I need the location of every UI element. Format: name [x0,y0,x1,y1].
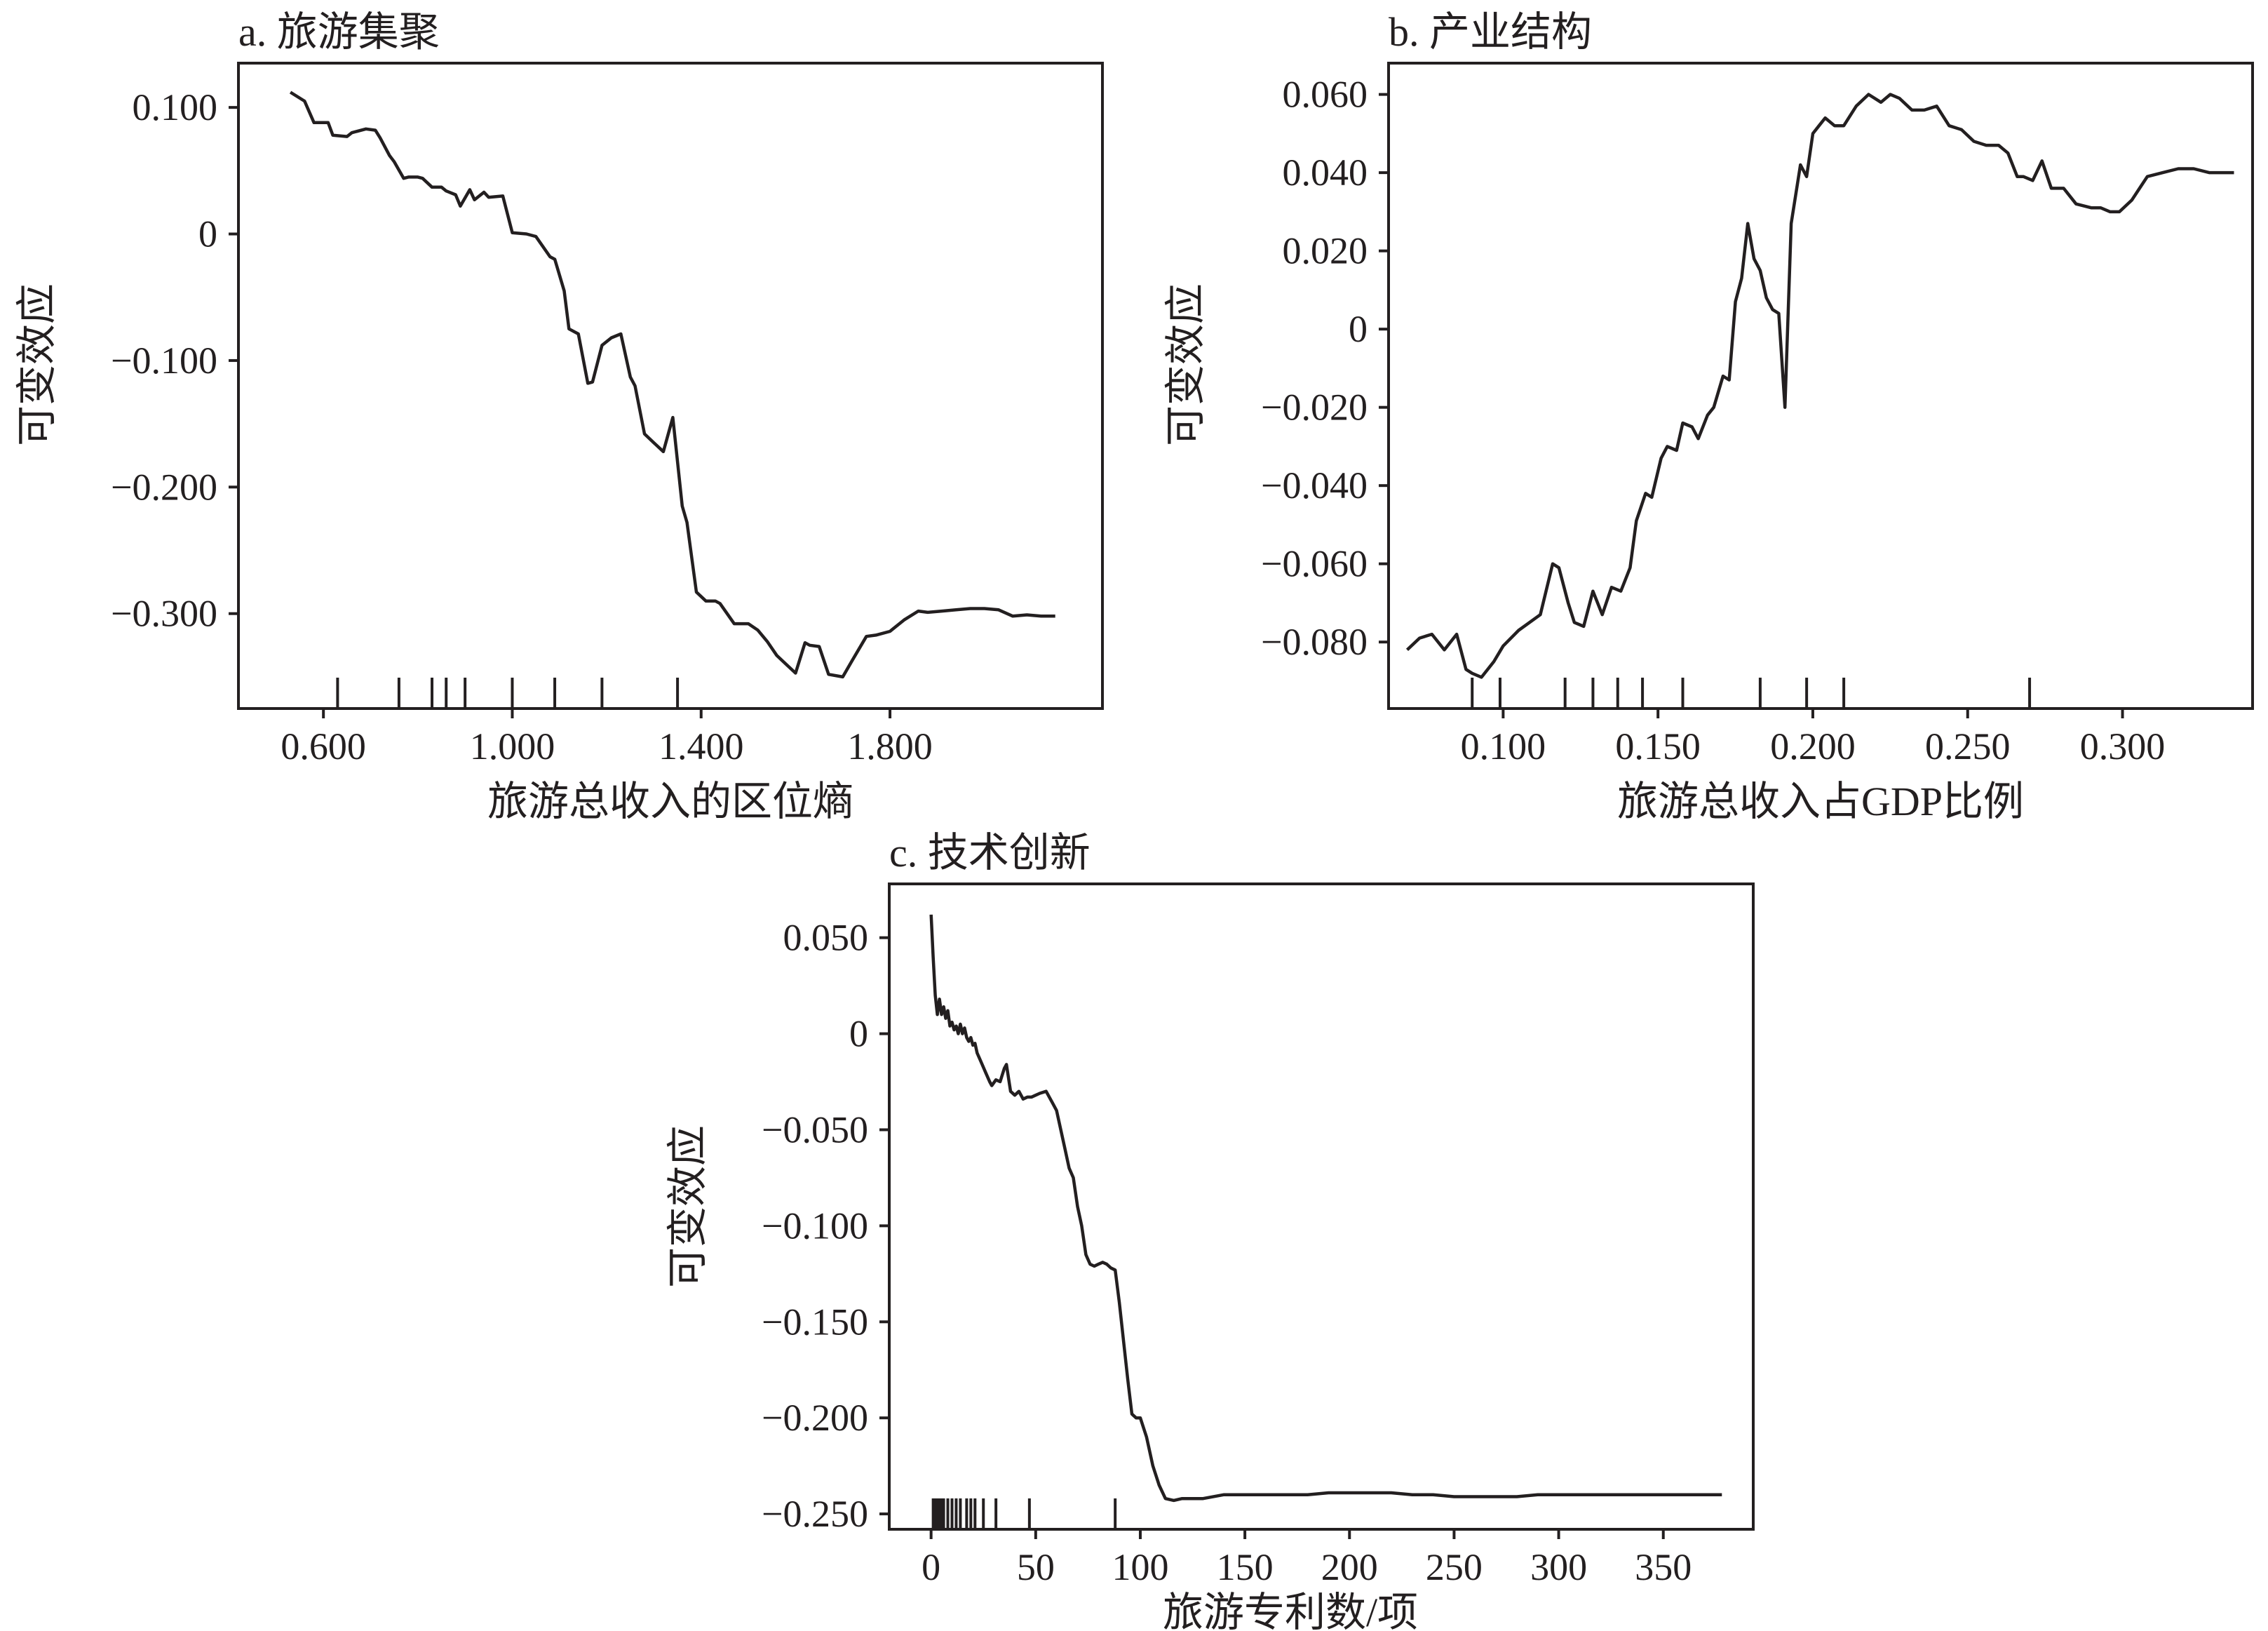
panel-a-series-line [289,90,1055,679]
panel-b-y-tick-label: −0.080 [1261,621,1368,663]
panel-a-x-tick-label: 1.000 [470,725,555,767]
panel-b-rug [1471,678,2032,709]
panel-a-y-tick-label: −0.200 [111,466,217,508]
panel-c-x-axis-label: 旅游专利数/项 [1163,1590,1418,1631]
panel-c-x-tick-label: 250 [1426,1546,1483,1588]
panel-a-y-tick-label: −0.300 [111,593,217,635]
panel-a-rug [336,678,680,709]
panel-b-x-tick-label: 0.300 [2080,725,2166,767]
panel-c-x-tick-label: 350 [1635,1546,1692,1588]
panel-c-y-tick-label: −0.200 [762,1397,868,1439]
panel-c-x-tick-label: 300 [1530,1546,1587,1588]
panel-c-x-tick-label: 200 [1321,1546,1378,1588]
panel-b-x-tick-label: 0.100 [1461,725,1546,767]
panel-b-title: b. 产业结构 [1389,9,1592,55]
panel-b-y-tick-label: −0.020 [1261,387,1368,429]
panel-b-ticks: 0.100 0.150 0.200 0.250 0.300 0.060 0.040 0.020… [1261,74,2165,767]
panel-b-y-tick-label: 0.040 [1283,152,1368,194]
panel-c-x-tick-label: 50 [1017,1546,1055,1588]
panel-b-y-tick-label: −0.060 [1261,543,1368,585]
panel-c: c. 技术创新 0 50 100 150 200 250 300 350 0.050 0 −0.05… [665,830,1755,1631]
panel-b-x-tick-label: 0.150 [1615,725,1701,767]
panel-a-plot-frame [237,62,1104,710]
panel-c-x-tick-label: 0 [922,1546,940,1588]
panel-b-x-tick-label: 0.250 [1925,725,2011,767]
panel-c-ticks: 0 50 100 150 200 250 300 350 0.050 0 −0.050 −0.100 −… [762,917,1692,1588]
panel-c-plot-frame [888,882,1755,1531]
panel-a-x-tick-label: 1.400 [659,725,744,767]
panel-c-y-tick-label: −0.100 [762,1204,868,1247]
panel-c-x-tick-label: 100 [1112,1546,1168,1588]
panel-c-y-tick-label: −0.150 [762,1301,868,1343]
panel-b-x-tick-label: 0.200 [1770,725,1856,767]
panel-c-x-tick-label: 150 [1217,1546,1274,1588]
panel-b-x-axis-label: 旅游总收入占GDP比例 [1617,779,2024,824]
panel-b: b. 产业结构 0.100 0.150 0.200 0.250 0.3000.0600.… [1163,9,2254,824]
panel-a-y-tick-label: 0 [198,213,217,255]
panel-a: a. 旅游集聚 0.600 1.000 1.400 1.800 0.100 0 −0.100… [14,9,1104,824]
panel-a-x-tick-label: 1.800 [847,725,933,767]
panel-c-y-tick-label: 0 [849,1013,868,1055]
panel-c-series-line [929,914,1722,1503]
panel-a-x-axis-label: 旅游总收入的区位熵 [487,779,853,824]
panel-a-title: a. 旅游集聚 [238,9,440,55]
panel-c-y-axis-label: 可变效应 [665,1125,710,1288]
panel-b-y-tick-label: 0.020 [1283,230,1368,272]
panel-c-y-tick-label: −0.250 [762,1493,868,1535]
panel-b-y-tick-label: −0.040 [1261,464,1368,506]
panel-c-y-tick-label: 0.050 [783,917,869,959]
panel-a-y-axis-label: 可变效应 [14,283,60,446]
panel-b-y-tick-label: 0.060 [1283,74,1368,116]
panel-a-x-tick-label: 0.600 [281,725,366,767]
panel-c-title: c. 技术创新 [889,830,1091,875]
panel-a-y-tick-label: 0.100 [133,86,218,128]
panel-c-rug [931,1498,1117,1529]
panel-a-ticks: 0.600 1.000 1.400 1.800 0.100 0 −0.100 −0.200 −0… [111,86,933,767]
panel-b-series-line [1405,93,2234,679]
panel-b-y-tick-label: 0 [1349,308,1368,350]
panel-b-y-axis-label: 可变效应 [1163,283,1208,446]
panel-a-y-tick-label: −0.100 [111,340,217,382]
panel-c-y-tick-label: −0.050 [762,1108,868,1150]
panel-b-plot-frame [1387,62,2254,710]
